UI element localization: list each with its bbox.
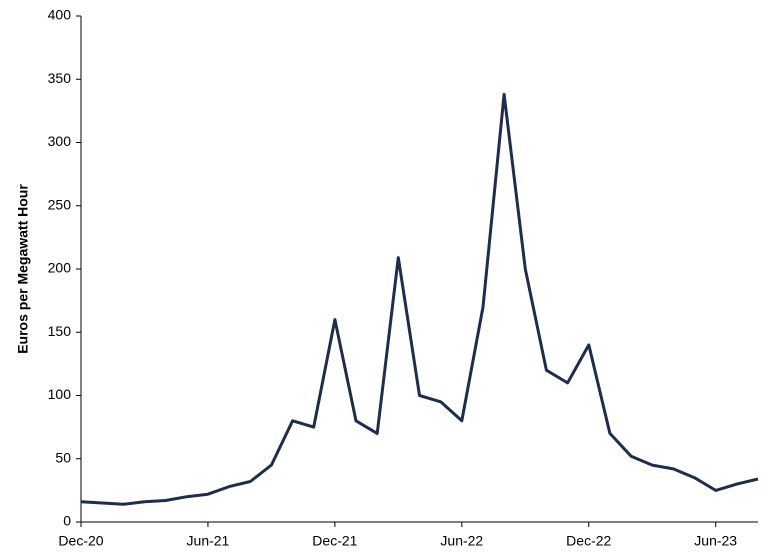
y-tick-label: 50 — [55, 449, 71, 465]
y-axis-label: Euros per Megawatt Hour — [15, 184, 31, 354]
y-tick-label: 250 — [48, 196, 72, 212]
x-tick-label: Dec-22 — [566, 533, 611, 549]
x-tick-label: Jun-23 — [694, 533, 737, 549]
line — [80, 92, 759, 506]
x-tick-label: Dec-20 — [58, 533, 103, 549]
x-tick-label: Jun-22 — [440, 533, 483, 549]
y-tick-label: 0 — [63, 513, 71, 529]
x-tick-label: Dec-21 — [312, 533, 357, 549]
y-tick-label: 350 — [48, 70, 72, 86]
y-tick-label: 300 — [48, 133, 72, 149]
y-tick-label: 400 — [48, 7, 72, 23]
y-tick-label: 150 — [48, 323, 72, 339]
y-tick-label: 200 — [48, 260, 72, 276]
y-tick-label: 100 — [48, 386, 72, 402]
x-tick-label: Jun-21 — [187, 533, 230, 549]
